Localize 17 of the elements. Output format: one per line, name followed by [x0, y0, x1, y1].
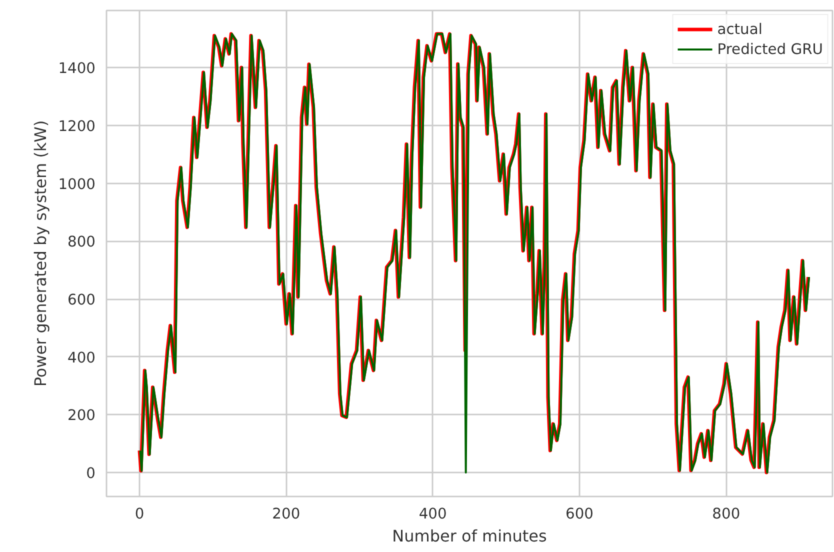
y-tick-label: 0: [86, 465, 96, 482]
y-axis-title: Power generated by system (kW): [31, 120, 50, 387]
legend-label: actual: [717, 20, 762, 38]
x-tick-label: 200: [272, 506, 300, 522]
x-tick-label: 600: [566, 506, 594, 522]
y-tick-label: 1200: [58, 118, 96, 136]
y-tick-label: 1400: [58, 60, 96, 78]
y-tick-label: 400: [68, 349, 96, 366]
y-tick-label: 1000: [58, 176, 96, 193]
legend-label: Predicted GRU: [717, 40, 823, 58]
y-tick-label: 600: [68, 292, 96, 309]
x-tick-label: 0: [134, 506, 144, 522]
x-tick-label: 800: [712, 506, 740, 522]
y-tick-label: 200: [68, 407, 96, 424]
y-tick-label: 800: [68, 234, 96, 251]
x-tick-label: 400: [418, 506, 447, 522]
x-axis-title: Number of minutes: [392, 526, 547, 546]
